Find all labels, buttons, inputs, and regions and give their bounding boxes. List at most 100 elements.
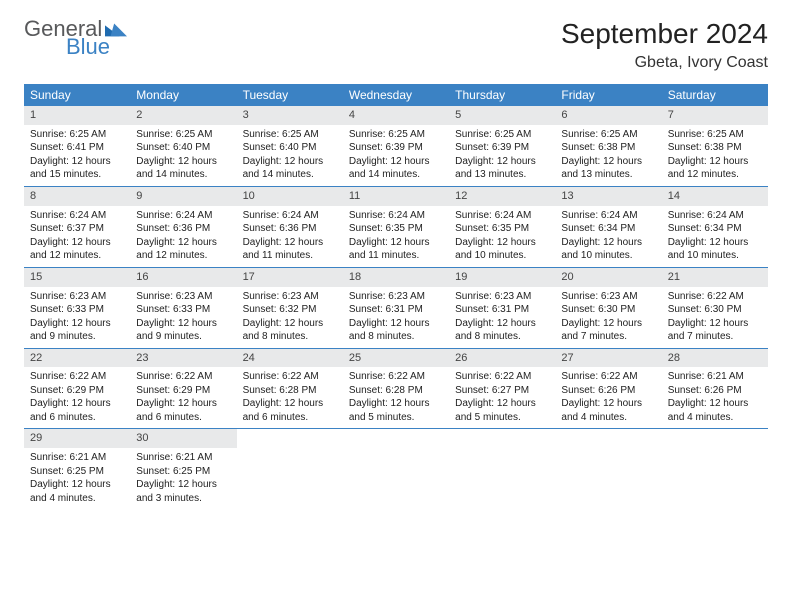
day-d1: Daylight: 12 hours	[561, 317, 655, 331]
day-number: 9	[130, 187, 236, 206]
day-body: Sunrise: 6:24 AMSunset: 6:34 PMDaylight:…	[662, 206, 768, 267]
day-ss: Sunset: 6:38 PM	[668, 141, 762, 155]
day-number: 14	[662, 187, 768, 206]
day-d2: and 12 minutes.	[668, 168, 762, 182]
day-d1: Daylight: 12 hours	[243, 155, 337, 169]
day-d2: and 15 minutes.	[30, 168, 124, 182]
day-sr: Sunrise: 6:24 AM	[668, 209, 762, 223]
day-d1: Daylight: 12 hours	[136, 478, 230, 492]
day-cell: 13Sunrise: 6:24 AMSunset: 6:34 PMDayligh…	[555, 187, 661, 267]
day-d1: Daylight: 12 hours	[30, 317, 124, 331]
week-row: 1Sunrise: 6:25 AMSunset: 6:41 PMDaylight…	[24, 106, 768, 186]
weekday-wed: Wednesday	[343, 84, 449, 106]
day-body: Sunrise: 6:25 AMSunset: 6:41 PMDaylight:…	[24, 125, 130, 186]
day-cell: 23Sunrise: 6:22 AMSunset: 6:29 PMDayligh…	[130, 349, 236, 429]
day-number: 5	[449, 106, 555, 125]
day-d2: and 5 minutes.	[349, 411, 443, 425]
day-ss: Sunset: 6:38 PM	[561, 141, 655, 155]
day-number: 23	[130, 349, 236, 368]
day-body: Sunrise: 6:22 AMSunset: 6:29 PMDaylight:…	[130, 367, 236, 428]
day-sr: Sunrise: 6:23 AM	[349, 290, 443, 304]
day-body: Sunrise: 6:22 AMSunset: 6:28 PMDaylight:…	[343, 367, 449, 428]
location: Gbeta, Ivory Coast	[561, 54, 768, 72]
day-sr: Sunrise: 6:23 AM	[455, 290, 549, 304]
day-d1: Daylight: 12 hours	[243, 317, 337, 331]
day-sr: Sunrise: 6:22 AM	[30, 370, 124, 384]
day-cell: 4Sunrise: 6:25 AMSunset: 6:39 PMDaylight…	[343, 106, 449, 186]
day-body: Sunrise: 6:24 AMSunset: 6:36 PMDaylight:…	[130, 206, 236, 267]
day-ss: Sunset: 6:26 PM	[561, 384, 655, 398]
week-row: 8Sunrise: 6:24 AMSunset: 6:37 PMDaylight…	[24, 186, 768, 267]
day-body: Sunrise: 6:23 AMSunset: 6:33 PMDaylight:…	[130, 287, 236, 348]
day-d2: and 8 minutes.	[349, 330, 443, 344]
day-d1: Daylight: 12 hours	[561, 155, 655, 169]
day-d2: and 3 minutes.	[136, 492, 230, 506]
day-cell: 20Sunrise: 6:23 AMSunset: 6:30 PMDayligh…	[555, 268, 661, 348]
day-body: Sunrise: 6:23 AMSunset: 6:32 PMDaylight:…	[237, 287, 343, 348]
day-sr: Sunrise: 6:22 AM	[561, 370, 655, 384]
day-d1: Daylight: 12 hours	[455, 155, 549, 169]
day-cell: 8Sunrise: 6:24 AMSunset: 6:37 PMDaylight…	[24, 187, 130, 267]
day-d1: Daylight: 12 hours	[455, 397, 549, 411]
day-cell: 29Sunrise: 6:21 AMSunset: 6:25 PMDayligh…	[24, 429, 130, 509]
day-cell	[449, 429, 555, 509]
logo: General Blue	[24, 18, 127, 58]
day-number: 8	[24, 187, 130, 206]
day-body: Sunrise: 6:21 AMSunset: 6:26 PMDaylight:…	[662, 367, 768, 428]
day-d2: and 4 minutes.	[30, 492, 124, 506]
weeks-container: 1Sunrise: 6:25 AMSunset: 6:41 PMDaylight…	[24, 106, 768, 509]
day-number: 24	[237, 349, 343, 368]
day-sr: Sunrise: 6:22 AM	[668, 290, 762, 304]
day-cell: 9Sunrise: 6:24 AMSunset: 6:36 PMDaylight…	[130, 187, 236, 267]
weekday-tue: Tuesday	[237, 84, 343, 106]
day-d1: Daylight: 12 hours	[668, 236, 762, 250]
day-number: 25	[343, 349, 449, 368]
day-d2: and 9 minutes.	[30, 330, 124, 344]
day-ss: Sunset: 6:39 PM	[455, 141, 549, 155]
day-ss: Sunset: 6:29 PM	[136, 384, 230, 398]
day-cell: 24Sunrise: 6:22 AMSunset: 6:28 PMDayligh…	[237, 349, 343, 429]
day-d2: and 11 minutes.	[349, 249, 443, 263]
day-number: 2	[130, 106, 236, 125]
day-ss: Sunset: 6:36 PM	[136, 222, 230, 236]
day-sr: Sunrise: 6:25 AM	[349, 128, 443, 142]
day-ss: Sunset: 6:25 PM	[30, 465, 124, 479]
day-body: Sunrise: 6:22 AMSunset: 6:27 PMDaylight:…	[449, 367, 555, 428]
day-sr: Sunrise: 6:23 AM	[561, 290, 655, 304]
day-number: 27	[555, 349, 661, 368]
day-ss: Sunset: 6:33 PM	[30, 303, 124, 317]
day-number: 3	[237, 106, 343, 125]
day-sr: Sunrise: 6:23 AM	[243, 290, 337, 304]
day-body: Sunrise: 6:25 AMSunset: 6:38 PMDaylight:…	[662, 125, 768, 186]
day-cell: 18Sunrise: 6:23 AMSunset: 6:31 PMDayligh…	[343, 268, 449, 348]
day-body: Sunrise: 6:21 AMSunset: 6:25 PMDaylight:…	[130, 448, 236, 509]
day-sr: Sunrise: 6:21 AM	[668, 370, 762, 384]
day-number: 15	[24, 268, 130, 287]
day-cell: 2Sunrise: 6:25 AMSunset: 6:40 PMDaylight…	[130, 106, 236, 186]
day-d2: and 8 minutes.	[243, 330, 337, 344]
day-cell: 12Sunrise: 6:24 AMSunset: 6:35 PMDayligh…	[449, 187, 555, 267]
day-number: 4	[343, 106, 449, 125]
day-sr: Sunrise: 6:25 AM	[30, 128, 124, 142]
day-d1: Daylight: 12 hours	[30, 397, 124, 411]
day-d2: and 4 minutes.	[561, 411, 655, 425]
day-d2: and 6 minutes.	[136, 411, 230, 425]
day-d1: Daylight: 12 hours	[455, 236, 549, 250]
day-d2: and 7 minutes.	[668, 330, 762, 344]
day-d2: and 5 minutes.	[455, 411, 549, 425]
day-sr: Sunrise: 6:23 AM	[30, 290, 124, 304]
day-ss: Sunset: 6:40 PM	[136, 141, 230, 155]
day-number: 17	[237, 268, 343, 287]
day-sr: Sunrise: 6:22 AM	[349, 370, 443, 384]
day-sr: Sunrise: 6:24 AM	[349, 209, 443, 223]
day-cell: 10Sunrise: 6:24 AMSunset: 6:36 PMDayligh…	[237, 187, 343, 267]
day-d2: and 12 minutes.	[136, 249, 230, 263]
day-d1: Daylight: 12 hours	[136, 155, 230, 169]
day-cell	[343, 429, 449, 509]
day-d2: and 4 minutes.	[668, 411, 762, 425]
day-d1: Daylight: 12 hours	[136, 236, 230, 250]
month-title: September 2024	[561, 18, 768, 50]
day-sr: Sunrise: 6:21 AM	[136, 451, 230, 465]
day-d1: Daylight: 12 hours	[561, 236, 655, 250]
day-d1: Daylight: 12 hours	[561, 397, 655, 411]
